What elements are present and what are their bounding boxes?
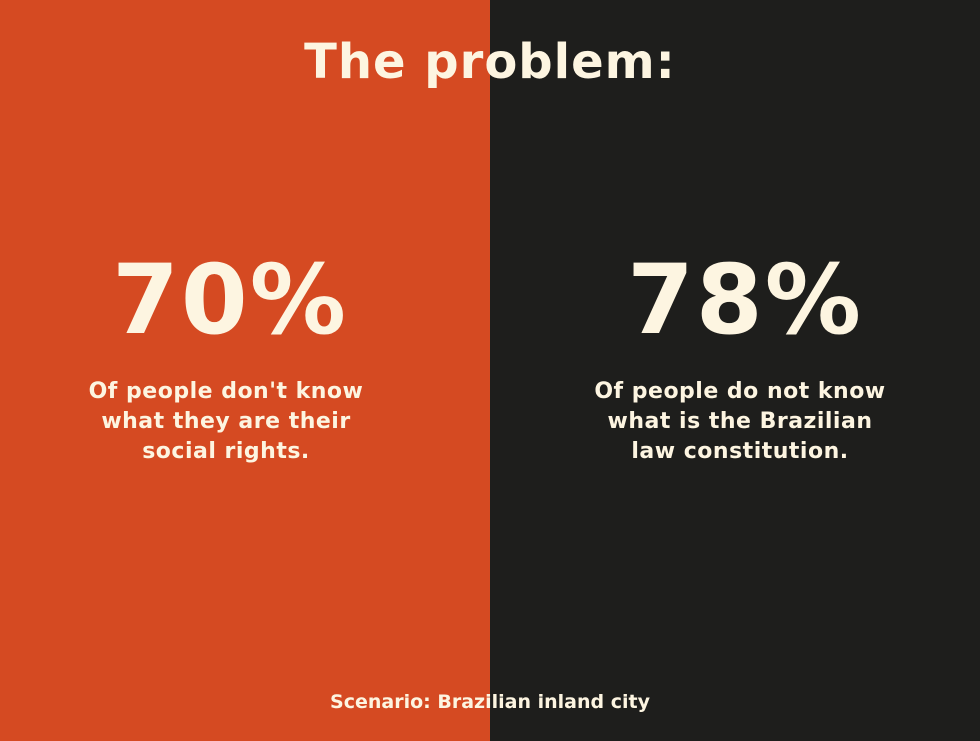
scenario-footer: Scenario: Brazilian inland city: [330, 691, 650, 713]
page-title: The problem:: [304, 34, 676, 90]
stat-description-line: social rights.: [142, 439, 310, 464]
stat-description-right: Of people do not know what is the Brazil…: [540, 377, 940, 467]
stat-description-left: Of people don't know what they are their…: [26, 377, 426, 467]
stat-description-line: what is the Brazilian: [607, 409, 873, 434]
stat-value-right: 78%: [627, 244, 863, 356]
stat-description-line: Of people do not know: [594, 379, 886, 404]
stat-description-line: Of people don't know: [88, 379, 364, 404]
stat-description-line: law constitution.: [631, 439, 849, 464]
stat-value-left: 70%: [112, 244, 348, 356]
stat-description-line: what they are their: [101, 409, 351, 434]
left-panel: [0, 0, 490, 741]
right-panel: [490, 0, 980, 741]
